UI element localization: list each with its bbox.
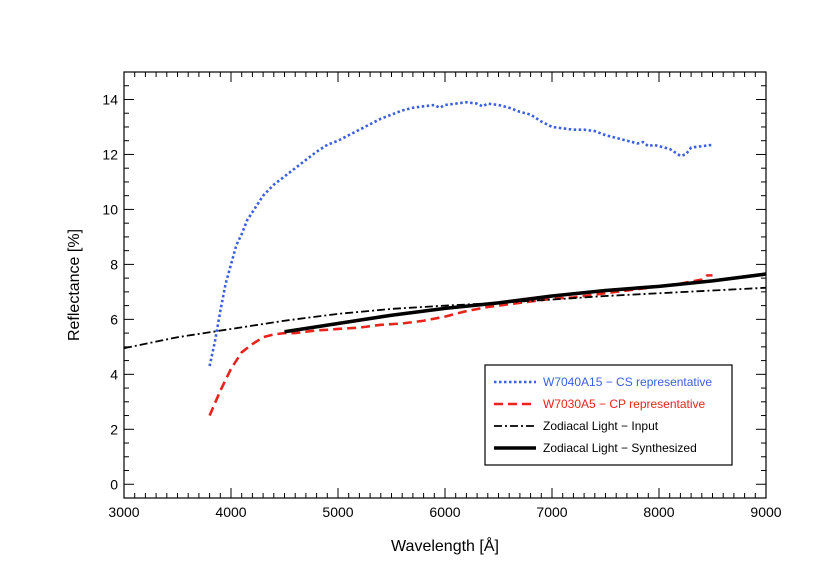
x-tick-label: 9000 (750, 504, 781, 520)
x-tick-labels: 3000 4000 5000 6000 7000 8000 9000 (108, 504, 781, 520)
x-tick-label: 8000 (643, 504, 674, 520)
x-tick-label: 3000 (108, 504, 139, 520)
series-layer (123, 100, 767, 417)
legend-label-1: W7040A15 − CS representative (543, 375, 712, 389)
x-tick-label: 6000 (429, 504, 460, 520)
series-line-3 (123, 286, 767, 350)
y-tick-label: 10 (102, 201, 118, 217)
x-tick-label: 4000 (215, 504, 246, 520)
y-tick-label: 14 (102, 91, 118, 107)
legend-label-4: Zodiacal Light − Synthesized (543, 441, 697, 455)
y-tick-label: 2 (110, 421, 118, 437)
axis-ticks (123, 71, 767, 498)
x-tick-label: 5000 (322, 504, 353, 520)
series-line-4 (284, 272, 767, 334)
y-tick-label: 6 (110, 311, 118, 327)
x-axis-label: Wavelength [Å] (391, 536, 499, 555)
y-tick-label: 8 (110, 256, 118, 272)
x-tick-label: 7000 (536, 504, 567, 520)
series-line-2 (208, 274, 713, 417)
y-tick-label: 0 (110, 476, 118, 492)
y-tick-label: 4 (110, 366, 118, 382)
legend-label-3: Zodiacal Light − Input (543, 419, 659, 433)
y-tick-labels: 0 2 4 6 8 10 12 14 (102, 91, 118, 492)
y-axis-label: Reflectance [%] (66, 229, 83, 341)
y-tick-label: 12 (102, 146, 118, 162)
legend: W7040A15 − CS representative W7030A5 − CP… (484, 364, 733, 466)
series-line-1 (208, 100, 713, 367)
legend-label-2: W7030A5 − CP representative (543, 397, 706, 411)
